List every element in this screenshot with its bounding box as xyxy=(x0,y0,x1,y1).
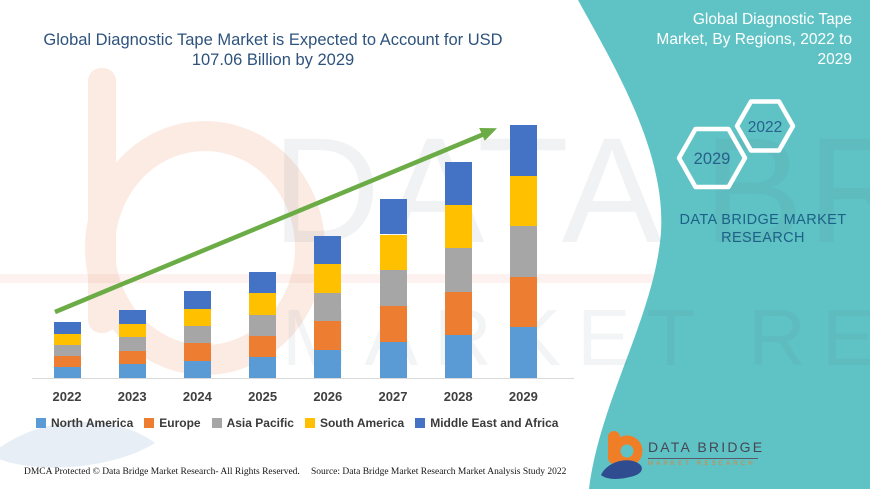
bar-2025-segment-europe xyxy=(249,335,277,357)
legend-swatch-middle-east-and-africa xyxy=(415,418,426,428)
hexagon-2022-label: 2022 xyxy=(748,119,782,136)
hexagon-badges: 2029 2022 xyxy=(676,99,796,190)
legend-item-middle-east-and-africa: Middle East and Africa xyxy=(415,416,558,430)
bar-2022-segment-middle-east-and-africa xyxy=(53,322,81,334)
bar-2024-segment-europe xyxy=(183,343,211,361)
hexagon-2029-label: 2029 xyxy=(694,150,731,168)
bar-2025-segment-asia-pacific xyxy=(249,314,277,336)
source-notice: Source: Data Bridge Market Research Mark… xyxy=(311,467,567,477)
bar-2022-segment-north-america xyxy=(53,366,81,378)
bar-2029-segment-asia-pacific xyxy=(509,226,537,277)
legend-label: South America xyxy=(319,416,405,430)
legend-swatch-europe xyxy=(144,418,155,428)
logo-swoosh-watermark xyxy=(0,421,155,468)
bar-2029-segment-south-america xyxy=(509,175,537,227)
bar-2023-segment-north-america xyxy=(118,364,146,378)
bar-2023-segment-south-america xyxy=(118,323,146,338)
bar-2029-segment-middle-east-and-africa xyxy=(509,125,537,176)
teal-panel xyxy=(578,0,870,489)
legend-label: North America xyxy=(51,416,134,430)
bar-2024-segment-asia-pacific xyxy=(183,325,211,344)
chart-title: Global Diagnostic Tape Market is Expecte… xyxy=(43,31,503,70)
bar-2022-segment-europe xyxy=(53,355,81,367)
legend-item-north-america: North America xyxy=(36,416,133,430)
legend-item-europe: Europe xyxy=(144,416,201,430)
legend-swatch-asia-pacific xyxy=(211,418,222,428)
hexagon-2029 xyxy=(676,126,748,190)
hexagon-2022 xyxy=(734,99,796,153)
x-axis-label-2029: 2029 xyxy=(508,389,538,404)
legend-label: Europe xyxy=(159,416,201,430)
databridge-logo-text: DATA BRIDGE MARKET RESEARCH xyxy=(648,439,762,467)
bar-2022-segment-south-america xyxy=(53,333,81,345)
bar-2029-segment-north-america xyxy=(509,327,537,378)
legend-label: Middle East and Africa xyxy=(430,416,559,430)
bar-2029-segment-europe xyxy=(509,276,537,328)
bar-2023-segment-europe xyxy=(118,350,146,365)
bar-2023-segment-asia-pacific xyxy=(118,337,146,351)
bar-2028-segment-north-america xyxy=(444,334,472,378)
bar-2026-segment-europe xyxy=(314,321,342,350)
legend-label: Asia Pacific xyxy=(226,416,294,430)
legend-item-south-america: South America xyxy=(304,416,405,430)
x-axis-line xyxy=(32,378,574,379)
legend-item-asia-pacific: Asia Pacific xyxy=(211,416,294,430)
bar-2027-segment-north-america xyxy=(379,342,407,378)
x-axis-label-2023: 2023 xyxy=(117,389,147,404)
x-axis-label-2028: 2028 xyxy=(443,389,473,404)
brand-wordmark: DATA BRIDGE MARKET RESEARCH xyxy=(679,212,847,247)
legend-swatch-south-america xyxy=(304,418,315,428)
bar-2025-segment-north-america xyxy=(249,356,277,378)
legend: North America Europe Asia Pacific South Ame… xyxy=(36,416,558,430)
bar-2026-segment-north-america xyxy=(314,349,342,378)
bar-2024-segment-north-america xyxy=(183,360,211,378)
dmca-notice: DMCA Protected © Data Bridge Market Rese… xyxy=(24,467,300,477)
databridge-logo-icon xyxy=(601,431,643,479)
x-axis-label-2022: 2022 xyxy=(52,389,82,404)
x-axis-label-2024: 2024 xyxy=(182,389,212,404)
logo-subtitle: MARKET RESEARCH xyxy=(648,461,756,467)
bar-2022-segment-asia-pacific xyxy=(53,344,81,356)
x-axis-label-2026: 2026 xyxy=(313,389,343,404)
x-axis-label-2027: 2027 xyxy=(378,389,408,404)
x-axis-label-2025: 2025 xyxy=(248,389,278,404)
legend-swatch-north-america xyxy=(36,418,46,428)
panel-title: Global Diagnostic Tape Market, By Region… xyxy=(656,11,852,69)
logo-name: DATA BRIDGE xyxy=(648,439,762,459)
